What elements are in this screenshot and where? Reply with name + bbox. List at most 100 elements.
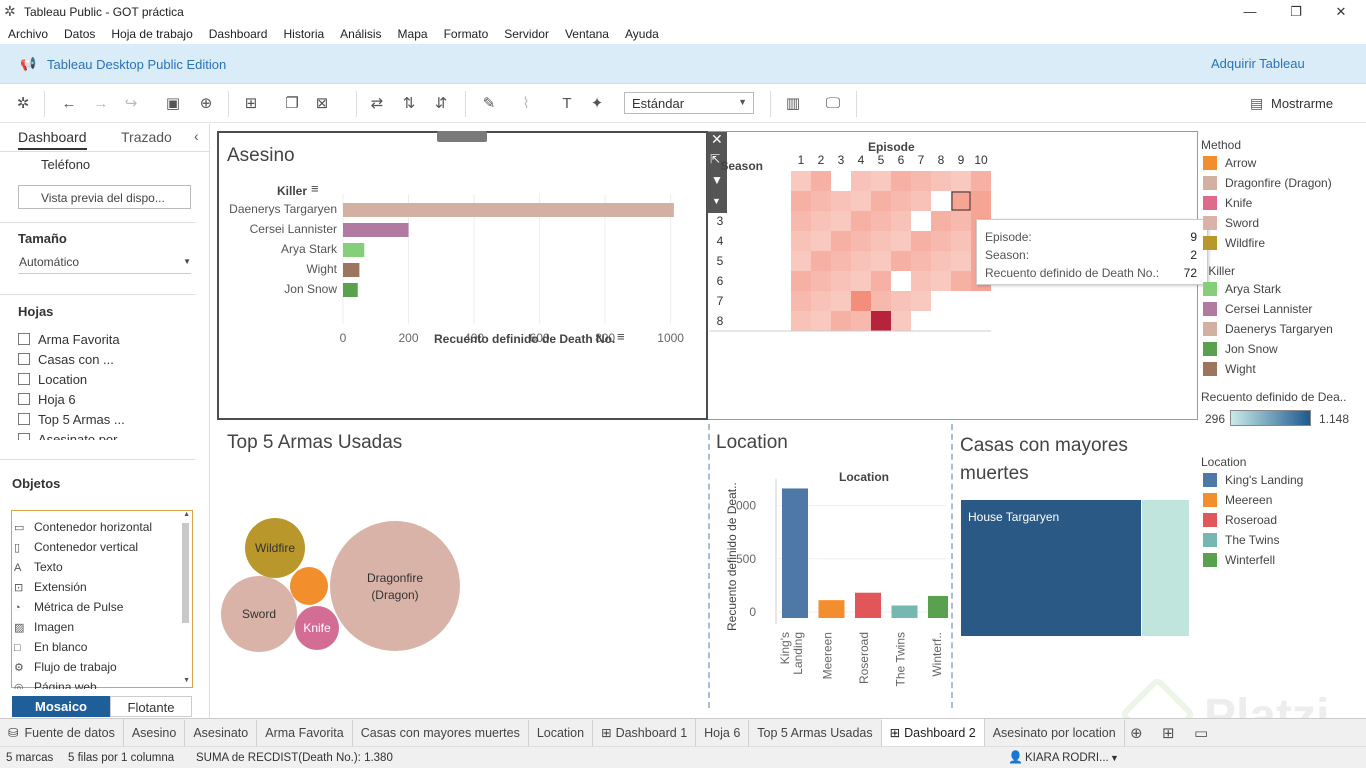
scroll-up-icon[interactable]: ▲ bbox=[183, 511, 190, 518]
presentation-icon[interactable]: 🖵 bbox=[825, 95, 841, 112]
sheet-tab[interactable]: Arma Favorita bbox=[257, 720, 353, 747]
object-item[interactable]: ◔ Métrica de Pulse bbox=[14, 600, 123, 614]
menu-servidor[interactable]: Servidor bbox=[504, 27, 549, 41]
show-cards-icon[interactable]: ▥ bbox=[785, 95, 801, 112]
legend-item[interactable]: Winterfell bbox=[1203, 553, 1353, 573]
menu-dashboard[interactable]: Dashboard bbox=[208, 27, 268, 41]
close-button[interactable]: ✕ bbox=[1335, 4, 1347, 19]
show-me-icon[interactable]: ▤ bbox=[1250, 95, 1264, 111]
legend-item[interactable]: Daenerys Targaryen bbox=[1203, 322, 1363, 342]
object-item[interactable]: ⚙ Flujo de trabajo bbox=[14, 660, 117, 674]
objects-scrollbar[interactable] bbox=[182, 523, 189, 623]
menu-hoja-de-trabajo[interactable]: Hoja de trabajo bbox=[111, 27, 193, 41]
legend-item[interactable]: Sword bbox=[1203, 216, 1363, 236]
label-icon[interactable]: T bbox=[562, 95, 572, 112]
undo-icon[interactable]: ← bbox=[61, 95, 77, 112]
sheet-item[interactable]: Casas con ... bbox=[18, 352, 114, 367]
treemap-cell[interactable] bbox=[961, 500, 1141, 636]
legend-item[interactable]: Wight bbox=[1203, 362, 1363, 382]
size-select[interactable]: Automático ▼ bbox=[18, 254, 191, 274]
user-dropdown-icon[interactable]: ▼ bbox=[1110, 753, 1119, 763]
redo-icon[interactable]: → bbox=[93, 95, 109, 112]
legend-item[interactable]: Roseroad bbox=[1203, 513, 1353, 533]
show-me-button[interactable]: Mostrarme bbox=[1271, 96, 1334, 111]
floating-button[interactable]: Flotante bbox=[110, 696, 192, 717]
legend-item[interactable]: King's Landing bbox=[1203, 473, 1353, 493]
legend-item[interactable]: Jon Snow bbox=[1203, 342, 1363, 362]
menu-datos[interactable]: Datos bbox=[64, 27, 96, 41]
device-phone[interactable]: Teléfono bbox=[41, 157, 91, 172]
pin-icon[interactable]: ✦ bbox=[590, 95, 604, 112]
legend-item[interactable]: Arrow bbox=[1203, 156, 1363, 176]
maximize-button[interactable]: ❐ bbox=[1290, 4, 1302, 19]
tableau-home-icon[interactable]: ✲ bbox=[16, 95, 30, 112]
tiled-button[interactable]: Mosaico bbox=[12, 696, 110, 717]
tab-trazado[interactable]: Trazado bbox=[121, 129, 172, 145]
sheet-item[interactable]: Hoja 6 bbox=[18, 392, 76, 407]
object-item[interactable]: ⊡ Extensión bbox=[14, 580, 87, 594]
panel-drag-handle[interactable] bbox=[437, 131, 487, 142]
menu-ventana[interactable]: Ventana bbox=[564, 27, 609, 41]
sort-icon[interactable]: ≡ bbox=[617, 329, 625, 344]
legend-item[interactable]: Cersei Lannister bbox=[1203, 302, 1363, 322]
sheet-tab[interactable]: Hoja 6 bbox=[696, 720, 750, 747]
sort-icon[interactable]: ≡ bbox=[311, 181, 319, 196]
sheet-tab[interactable]: Location bbox=[529, 720, 594, 747]
legend-item[interactable]: Arya Stark bbox=[1203, 282, 1363, 302]
object-item[interactable]: ▯ Contenedor vertical bbox=[14, 540, 138, 554]
sort-ascending-icon[interactable]: ⇅ bbox=[402, 95, 416, 112]
legend-item[interactable]: Dragonfire (Dragon) bbox=[1203, 176, 1363, 196]
clear-sheet-icon[interactable]: ⊠ bbox=[315, 95, 329, 112]
menu-ayuda[interactable]: Ayuda bbox=[624, 27, 659, 41]
highlight-icon[interactable]: ✎ bbox=[482, 95, 496, 112]
new-dashboard-icon[interactable]: ⊞ bbox=[1162, 725, 1175, 742]
duplicate-sheet-icon[interactable]: ❐ bbox=[285, 95, 299, 112]
legend-item[interactable]: Knife bbox=[1203, 196, 1363, 216]
filter-icon[interactable]: ▼ bbox=[711, 173, 723, 187]
sheet-tab[interactable]: Asesinato bbox=[185, 720, 258, 747]
acquire-tableau-link[interactable]: Adquirir Tableau bbox=[1211, 56, 1305, 71]
new-worksheet-icon[interactable]: ⊕ bbox=[1130, 725, 1143, 742]
menu-analisis[interactable]: Análisis bbox=[340, 27, 382, 41]
legend-item[interactable]: Meereen bbox=[1203, 493, 1353, 513]
minimize-button[interactable]: — bbox=[1243, 4, 1257, 19]
save-icon[interactable]: ▣ bbox=[165, 95, 181, 112]
sheet-tab[interactable]: Top 5 Armas Usadas bbox=[749, 720, 882, 747]
swap-icon[interactable]: ⇄ bbox=[370, 95, 384, 112]
sheet-item[interactable]: Arma Favorita bbox=[18, 332, 120, 347]
menu-mapa[interactable]: Mapa bbox=[397, 27, 428, 41]
attach-icon[interactable]: ⌇ bbox=[522, 95, 530, 112]
replay-icon[interactable]: ↪ bbox=[124, 95, 138, 112]
tab-dashboard[interactable]: Dashboard bbox=[18, 124, 87, 150]
dashboard-tab[interactable]: ⊞ Dashboard 1 bbox=[593, 719, 697, 746]
new-story-icon[interactable]: ▭ bbox=[1194, 725, 1209, 742]
sort-descending-icon[interactable]: ⇵ bbox=[434, 95, 448, 112]
scroll-down-icon[interactable]: ▼ bbox=[183, 677, 190, 684]
legend-item[interactable]: Wildfire bbox=[1203, 236, 1363, 256]
fit-select[interactable]: Estándar ▼ bbox=[624, 92, 754, 114]
datasource-tab[interactable]: ⛁ Fuente de datos bbox=[0, 719, 124, 746]
device-preview-button[interactable]: Vista previa del dispo... bbox=[18, 185, 191, 209]
new-datasource-icon[interactable]: ⊕ bbox=[199, 95, 213, 112]
sheet-item[interactable]: Asesinato por ... bbox=[18, 432, 132, 440]
object-item[interactable]: ▨ Imagen bbox=[14, 620, 74, 634]
legend-item[interactable]: The Twins bbox=[1203, 533, 1353, 553]
menu-formato[interactable]: Formato bbox=[443, 27, 489, 41]
object-item[interactable]: ◎ Página web bbox=[14, 680, 97, 689]
object-item[interactable]: □ En blanco bbox=[14, 640, 87, 654]
object-item[interactable]: A Texto bbox=[14, 560, 63, 574]
object-item[interactable]: ▭ Contenedor horizontal bbox=[14, 520, 152, 534]
sheet-item[interactable]: Location bbox=[18, 372, 87, 387]
new-sheet-icon[interactable]: ⊞ bbox=[244, 95, 258, 112]
dashboard-tab-active[interactable]: ⊞ Dashboard 2 bbox=[881, 719, 985, 746]
user-name[interactable]: KIARA RODRI... bbox=[1025, 752, 1109, 764]
treemap-cell[interactable] bbox=[1142, 500, 1189, 636]
more-options-icon[interactable]: ▼ bbox=[712, 196, 721, 206]
sheet-tab[interactable]: Asesinato por location bbox=[985, 720, 1125, 747]
go-to-sheet-icon[interactable]: ⇱ bbox=[710, 152, 721, 166]
sheet-tab[interactable]: Asesino bbox=[124, 720, 186, 747]
menu-historia[interactable]: Historia bbox=[283, 27, 325, 41]
remove-panel-icon[interactable]: ✕ bbox=[711, 131, 723, 147]
sheet-tab[interactable]: Casas con mayores muertes bbox=[353, 720, 529, 747]
menu-archivo[interactable]: Archivo bbox=[8, 27, 49, 41]
